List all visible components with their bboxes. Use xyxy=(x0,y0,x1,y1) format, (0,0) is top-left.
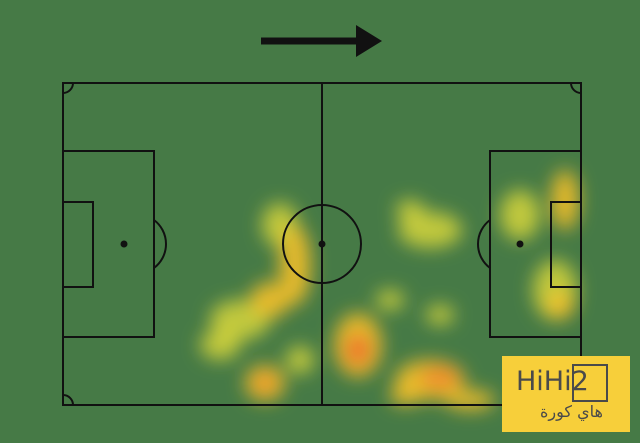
heat-blob xyxy=(286,346,314,374)
heat-blob xyxy=(250,282,290,318)
left-goal-box xyxy=(62,201,94,288)
right-penalty-arc xyxy=(477,219,491,269)
heat-blob xyxy=(376,290,404,310)
heat-blob xyxy=(255,374,275,392)
left-penalty-arc xyxy=(153,219,167,269)
heat-blob xyxy=(390,385,420,405)
center-circle xyxy=(282,204,362,284)
heat-blob xyxy=(396,200,424,220)
heat-blob xyxy=(279,225,311,305)
left-penalty-spot xyxy=(120,240,128,248)
left-penalty-box xyxy=(62,150,155,338)
corner-arc xyxy=(62,82,74,94)
logo-main-text: HiHi2 xyxy=(516,366,589,397)
corner-arc xyxy=(570,82,582,94)
logo-watermark: HiHi2 هاي كورة xyxy=(502,356,630,432)
heat-blob xyxy=(546,291,574,319)
pitch-spots xyxy=(120,240,524,248)
heat-blob xyxy=(551,170,579,230)
right-penalty-spot xyxy=(516,240,524,248)
arrow-right-icon xyxy=(261,25,382,57)
right-goal-box xyxy=(550,201,582,288)
logo-sub-text: هاي كورة xyxy=(540,402,603,421)
heat-blob xyxy=(398,212,462,248)
heat-blob xyxy=(420,366,460,390)
heat-blob xyxy=(445,390,495,410)
heat-blob xyxy=(500,190,540,240)
heat-blob xyxy=(351,342,365,358)
center-spot xyxy=(318,240,326,248)
heat-layer xyxy=(200,170,579,410)
corner-arc xyxy=(62,394,74,406)
heat-blob xyxy=(200,330,240,360)
heat-blob xyxy=(426,305,454,325)
logo-box xyxy=(572,364,608,402)
